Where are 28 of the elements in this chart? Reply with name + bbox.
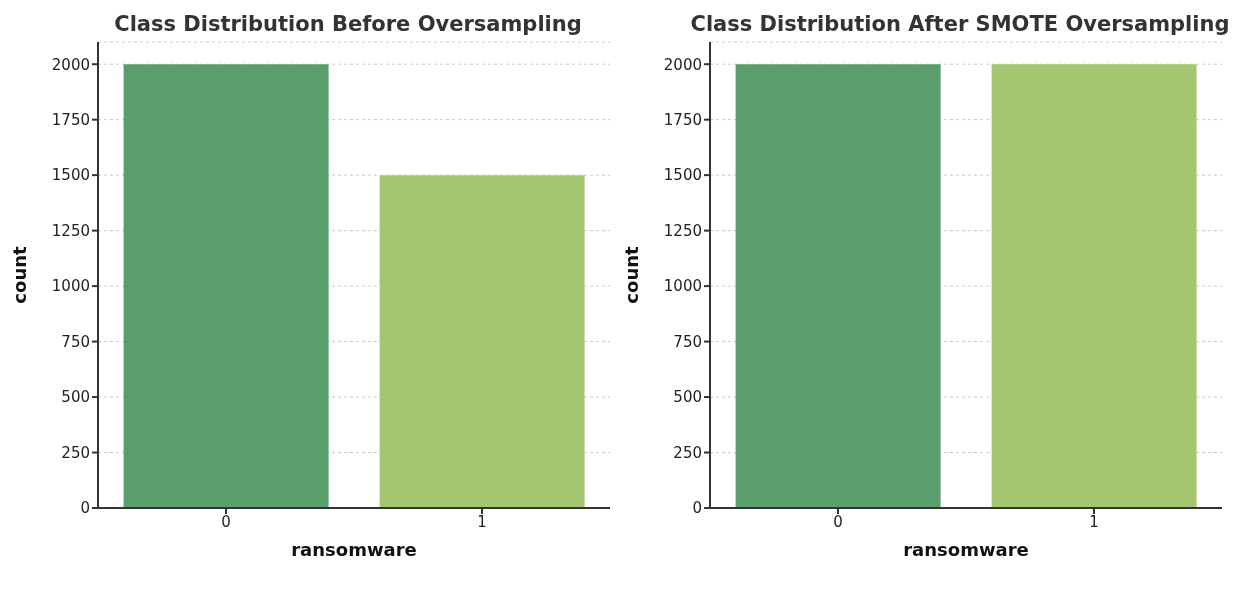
y-axis-title: count — [621, 245, 643, 304]
y-tick-label: 250 — [61, 443, 90, 462]
y-tick-label: 1000 — [663, 277, 702, 296]
y-tick-label: 0 — [692, 499, 702, 518]
y-tick-label: 1000 — [51, 277, 90, 296]
x-tick-label: 1 — [1089, 512, 1099, 531]
y-axis-title: count — [9, 245, 31, 304]
y-tick-label: 500 — [61, 388, 90, 407]
x-axis-title: ransomware — [291, 539, 417, 560]
y-tick-label: 1750 — [51, 110, 90, 129]
y-tick-label: 750 — [61, 332, 90, 351]
y-tick-label: 0 — [80, 499, 90, 518]
chart-title: Class Distribution Before Oversampling — [113, 12, 583, 36]
y-tick-label: 250 — [673, 443, 702, 462]
x-axis-title: ransomware — [903, 539, 1029, 560]
y-tick-label: 1500 — [663, 166, 702, 185]
x-tick-label: 0 — [833, 512, 843, 531]
y-tick-label: 1250 — [663, 221, 702, 240]
y-tick-label: 1750 — [663, 110, 702, 129]
y-tick-label: 2000 — [51, 55, 90, 74]
y-tick-label: 500 — [673, 388, 702, 407]
x-tick-label: 0 — [221, 512, 231, 531]
y-tick-label: 2000 — [663, 55, 702, 74]
y-tick-label: 1250 — [51, 221, 90, 240]
y-tick-label: 1500 — [51, 166, 90, 185]
y-tick-label: 750 — [673, 332, 702, 351]
chart-title: Class Distribution After SMOTE Oversampling — [689, 12, 1231, 36]
x-tick-label: 1 — [477, 512, 487, 531]
